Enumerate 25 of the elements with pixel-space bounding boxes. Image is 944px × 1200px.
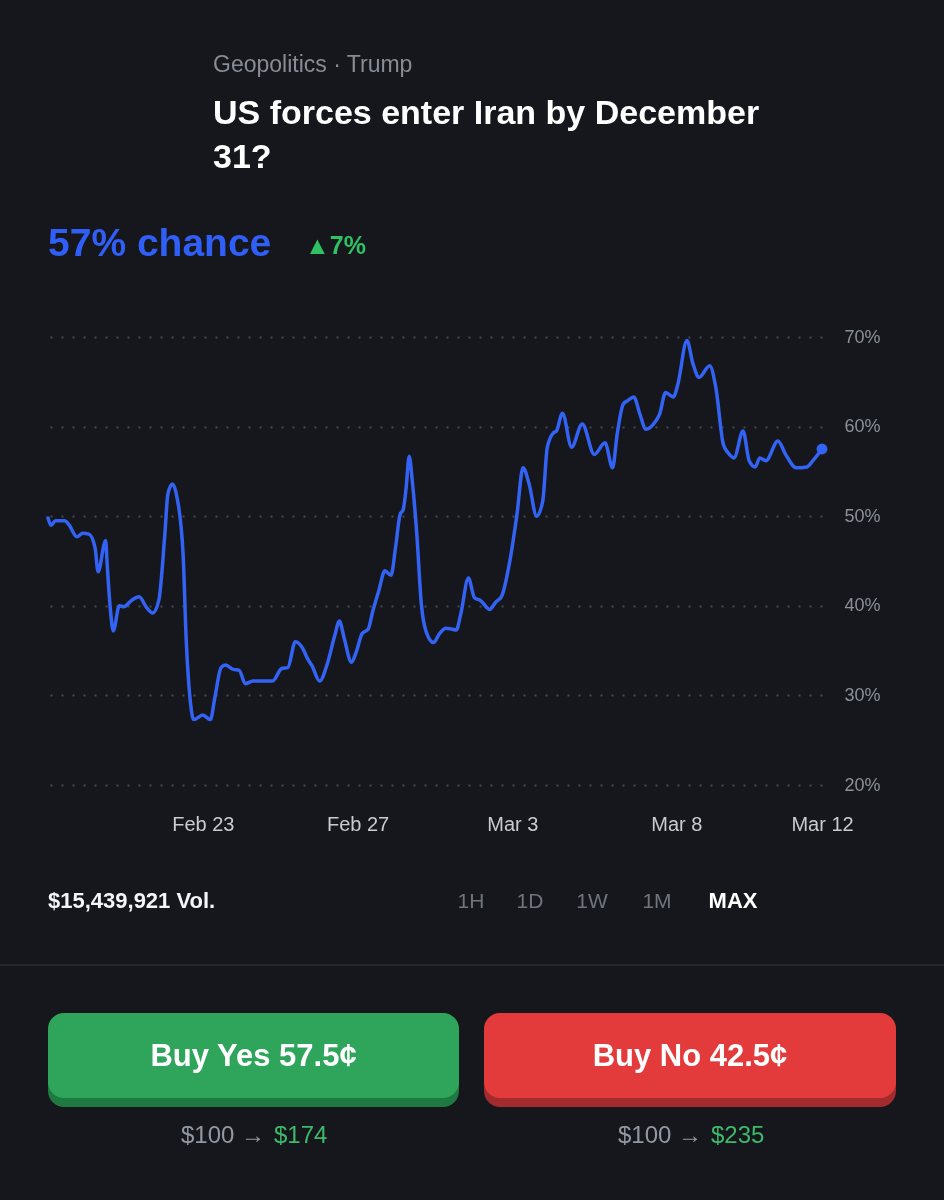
y-tick-label: 50% (844, 505, 881, 526)
x-tick-label: Feb 27 (326, 812, 390, 835)
x-tick-label: Mar 12 (791, 812, 854, 835)
text: 1H (457, 889, 485, 912)
chart-title: US forces enter Iran by December 31? (213, 93, 760, 175)
text: Buy No 42.5¢ (592, 1038, 788, 1073)
text: $15,439,921 Vol. (48, 888, 216, 913)
y-tick-label: 40% (844, 595, 881, 616)
text: 1M (642, 889, 672, 912)
text: 1D (516, 889, 544, 912)
x-tick-label: Mar 8 (651, 812, 703, 835)
text: ▲7% (305, 231, 366, 259)
text: 57% chance (48, 221, 272, 264)
text: Buy Yes 57.5¢ (150, 1038, 357, 1073)
text: 1W (576, 889, 608, 912)
chart-subtitle: Geopolitics · Trump (213, 51, 413, 77)
x-tick-label: Mar 3 (487, 812, 539, 835)
y-tick-label: 20% (844, 774, 881, 795)
text: MAX (708, 888, 758, 913)
y-tick-label: 30% (844, 684, 881, 705)
x-tick-label: Feb 23 (172, 812, 235, 835)
y-tick-label: 60% (844, 416, 881, 437)
text: $100 → $174 (180, 1121, 328, 1148)
y-tick-label: 70% (844, 326, 881, 347)
text: $100 → $235 (617, 1121, 765, 1148)
